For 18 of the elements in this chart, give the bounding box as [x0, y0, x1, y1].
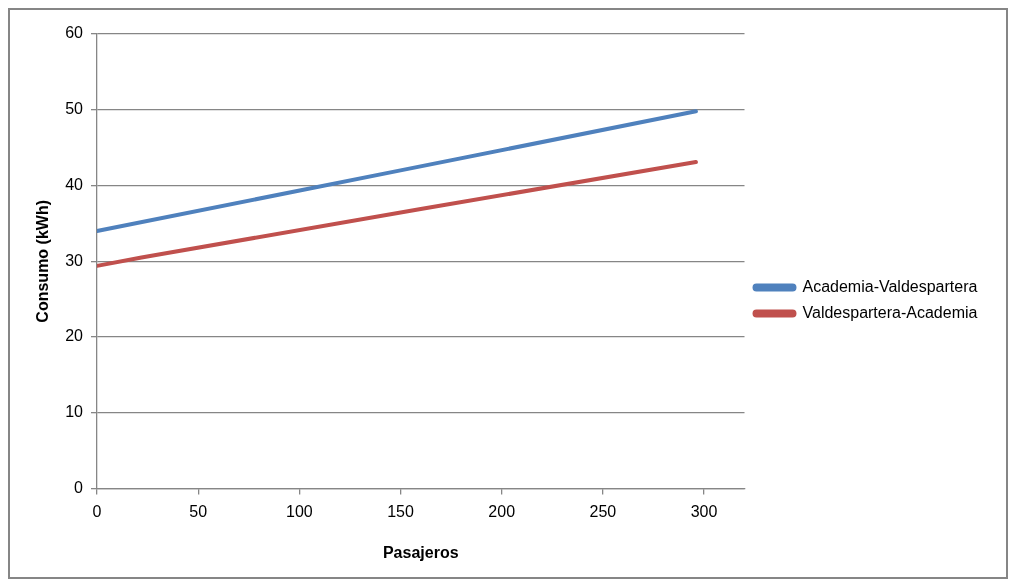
y-tick-label: 50	[65, 100, 84, 118]
y-tick-label: 20	[65, 327, 84, 345]
x-tick-label: 100	[285, 502, 313, 520]
x-tick-label: 0	[92, 502, 102, 520]
y-tick-label: 60	[65, 24, 84, 42]
y-tick-label: 10	[65, 403, 84, 421]
x-tick-label: 150	[387, 502, 414, 520]
legend-label: Academia-Valdespartera	[802, 277, 978, 295]
y-tick-label: 30	[65, 251, 84, 269]
legend-label: Valdespartera-Academia	[802, 303, 978, 321]
y-axis-title: Consumo (kWh)	[34, 199, 52, 323]
y-tick-label: 0	[74, 479, 84, 497]
y-tick-label: 40	[65, 175, 84, 193]
x-tick-label: 250	[589, 502, 617, 520]
x-tick-label: 50	[189, 502, 208, 520]
x-axis-title: Pasajeros	[382, 543, 459, 561]
x-tick-label: 300	[690, 502, 718, 520]
x-tick-label: 200	[488, 502, 516, 520]
